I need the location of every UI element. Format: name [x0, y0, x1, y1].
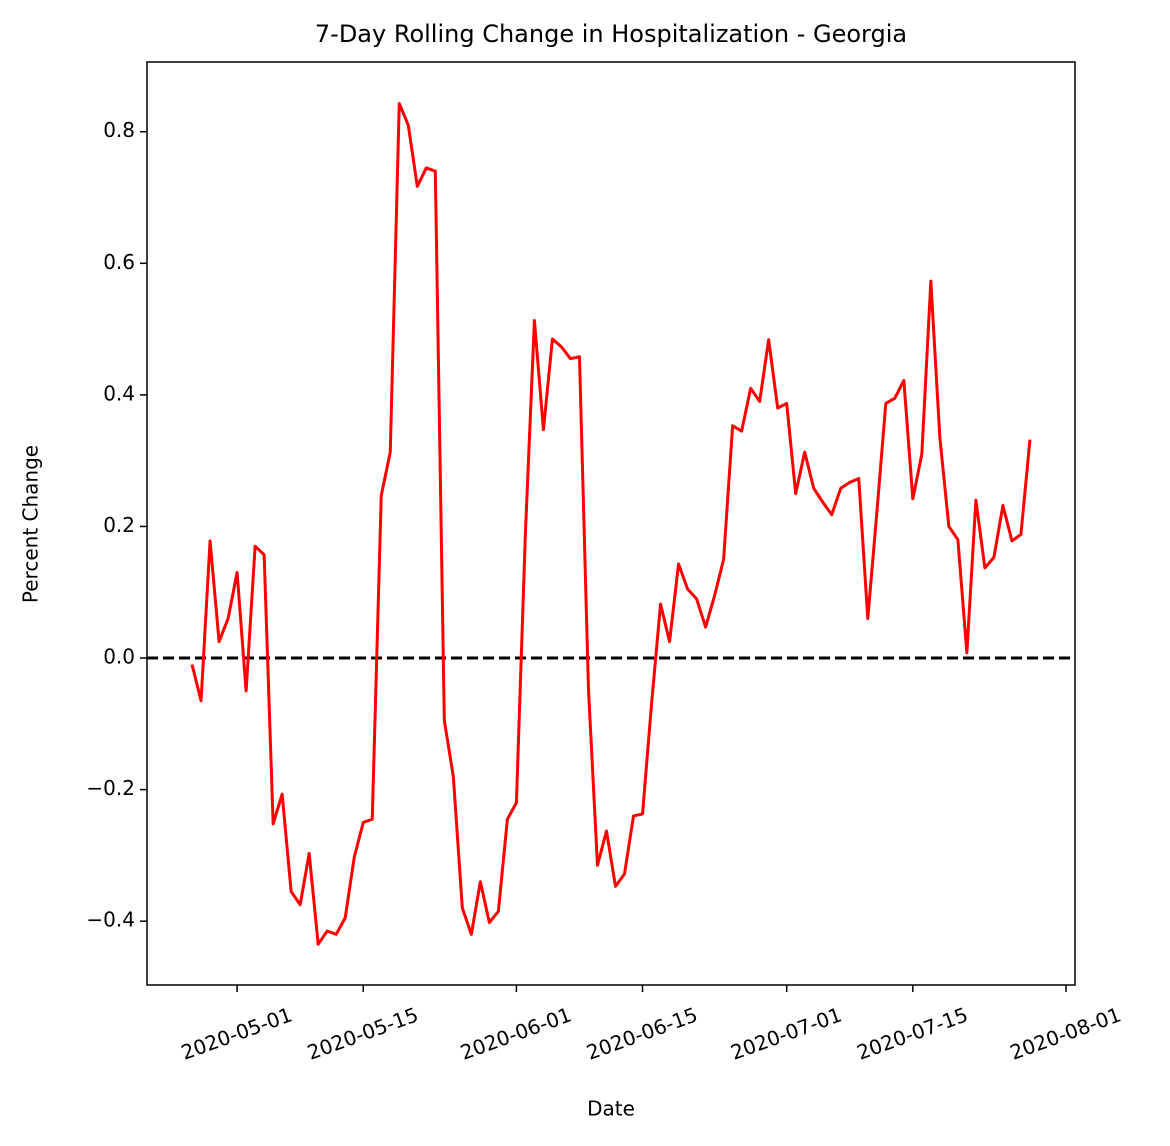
y-axis-label: Percent Change	[19, 445, 43, 603]
y-tick-label: 0.8	[103, 118, 135, 142]
x-tick-label: 2020-06-15	[583, 1002, 700, 1064]
y-tick-label: 0.6	[103, 250, 135, 274]
x-tick-label: 2020-07-15	[854, 1002, 971, 1064]
x-axis-label: Date	[587, 1097, 635, 1121]
y-tick-label: 0.4	[103, 381, 135, 405]
x-tick-label: 2020-05-15	[304, 1002, 421, 1064]
y-tick-label: −0.4	[86, 908, 135, 932]
x-tick-label: 2020-07-01	[727, 1002, 844, 1064]
plot-frame	[146, 61, 1076, 986]
y-tick-label: 0.0	[103, 645, 135, 669]
x-tick-label: 2020-06-01	[457, 1002, 574, 1064]
x-tick-label: 2020-08-01	[1007, 1002, 1124, 1064]
data-line	[190, 101, 1032, 946]
x-tick-label: 2020-05-01	[178, 1002, 295, 1064]
y-tick-label: −0.2	[86, 776, 135, 800]
chart-title: 7-Day Rolling Change in Hospitalization …	[315, 20, 907, 48]
y-tick-label: 0.2	[103, 513, 135, 537]
